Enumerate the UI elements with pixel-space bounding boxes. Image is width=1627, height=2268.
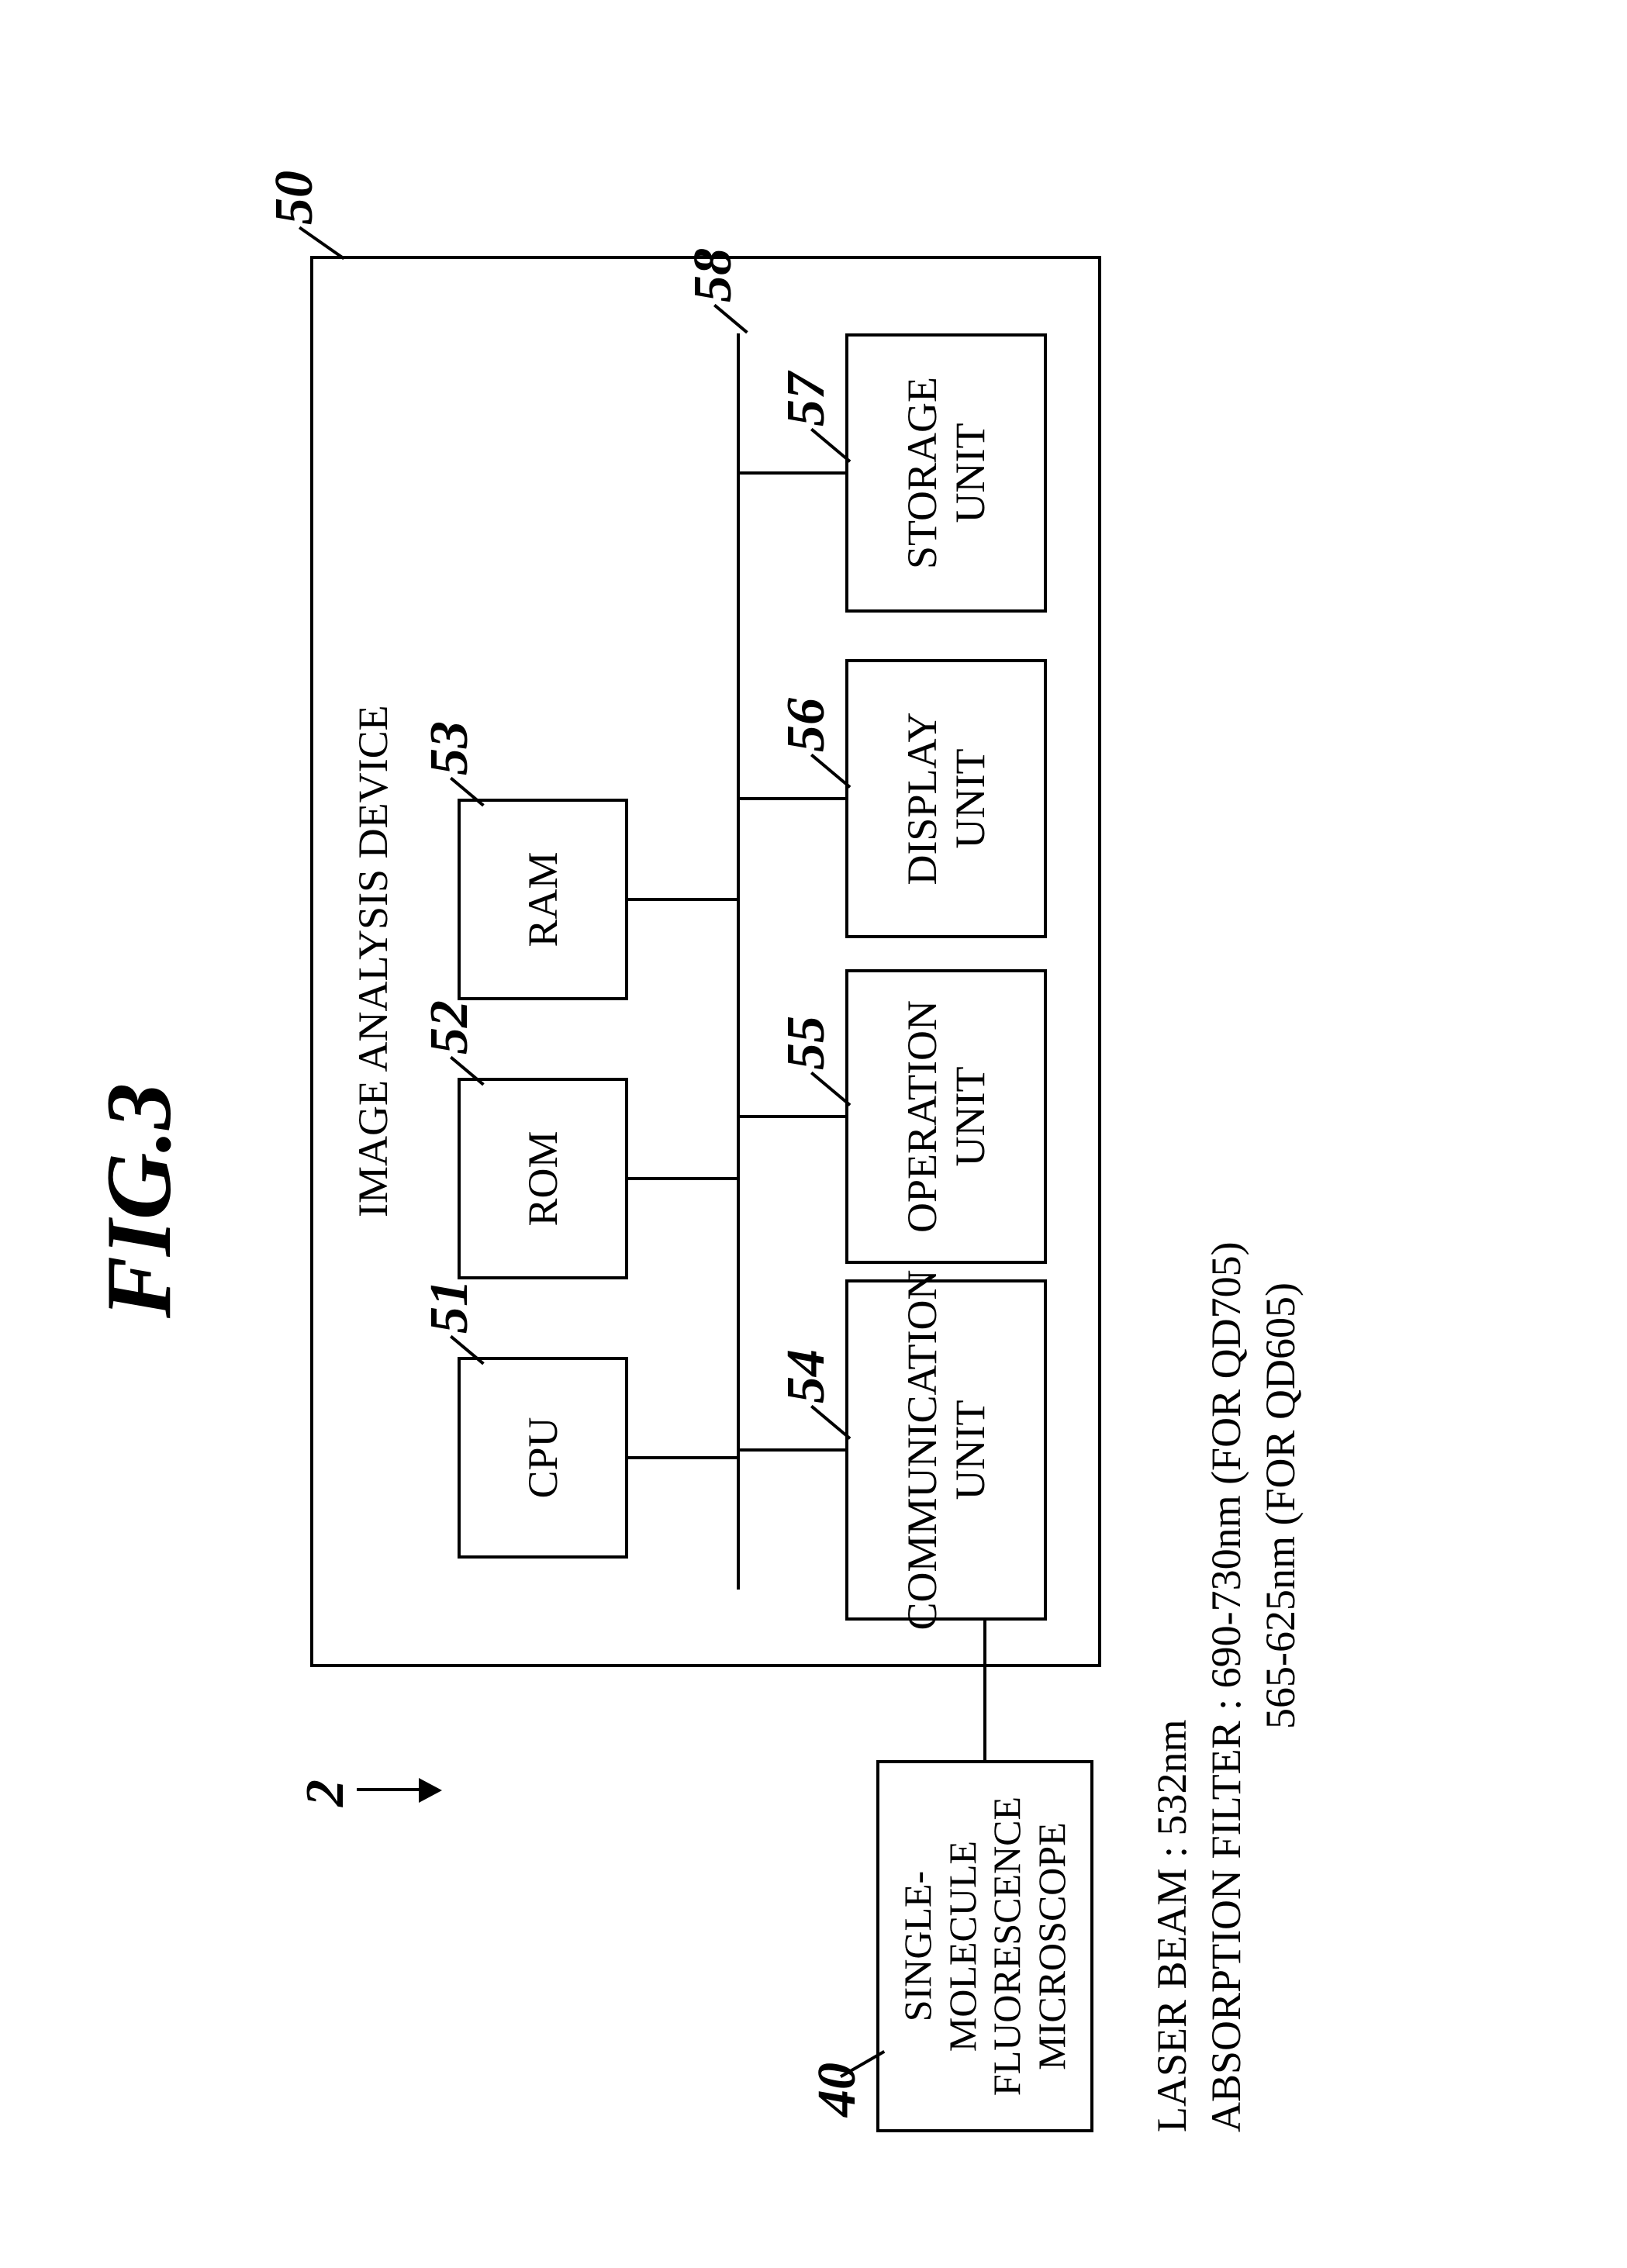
ref-cpu: 51 — [419, 1279, 481, 1334]
operation-unit-block: OPERATION UNIT — [845, 969, 1047, 1264]
ref-disp: 56 — [776, 698, 838, 752]
ref-microscope: 40 — [807, 2063, 869, 2117]
ref-system: 2 — [295, 1780, 357, 1807]
connector-line — [983, 1621, 986, 1760]
leader-line — [299, 226, 345, 260]
connector-line — [628, 1456, 737, 1459]
cpu-block: CPU — [458, 1357, 628, 1559]
connector-line — [737, 471, 845, 475]
ref-oper: 55 — [776, 1016, 838, 1070]
ref-device: 50 — [264, 171, 326, 225]
arrowhead-icon — [419, 1778, 442, 1803]
connector-line — [737, 1115, 845, 1118]
laser-beam-label: LASER BEAM : 532nm — [1148, 1719, 1196, 2132]
connector-line — [737, 797, 845, 800]
ref-storage: 57 — [776, 372, 838, 426]
communication-unit-block: COMMUNICATION UNIT — [845, 1279, 1047, 1621]
absorption-filter-label-1: ABSORPTION FILTER : 690-730nm (FOR QD705… — [1202, 1241, 1250, 2132]
figure-title: FIG.3 — [85, 1083, 192, 1318]
ref-comm: 54 — [776, 1349, 838, 1403]
device-title: IMAGE ANALYSIS DEVICE — [349, 705, 397, 1217]
leader-line — [357, 1788, 427, 1791]
connector-line — [737, 1448, 845, 1452]
diagram-root: FIG.3 2 50 IMAGE ANALYSIS DEVICE 58 CPU … — [39, 78, 1590, 2210]
microscope-block: SINGLE-MOLECULE FLUORESCENCE MICROSCOPE — [876, 1760, 1093, 2132]
connector-line — [628, 1177, 737, 1180]
absorption-filter-label-2: 565-625nm (FOR QD605) — [1256, 1282, 1304, 1729]
ref-ram: 53 — [419, 721, 481, 775]
ref-rom: 52 — [419, 1000, 481, 1055]
ram-block: RAM — [458, 799, 628, 1000]
bus-line — [737, 333, 740, 1590]
connector-line — [628, 898, 737, 901]
rom-block: ROM — [458, 1078, 628, 1279]
ref-bus: 58 — [682, 248, 744, 302]
display-unit-block: DISPLAY UNIT — [845, 659, 1047, 938]
storage-unit-block: STORAGE UNIT — [845, 333, 1047, 613]
